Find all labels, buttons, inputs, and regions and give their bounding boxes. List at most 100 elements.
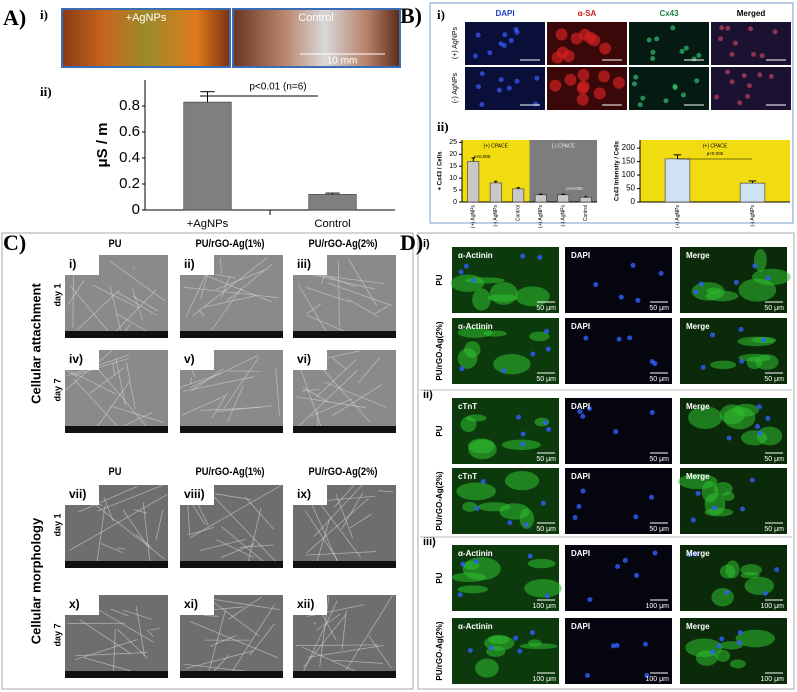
fiber — [239, 544, 274, 548]
cell — [725, 25, 731, 31]
nucleus — [740, 506, 746, 512]
y-tick-label: 100 — [622, 170, 636, 179]
fiber — [306, 303, 322, 315]
nucleus — [586, 406, 592, 412]
nucleus — [756, 404, 762, 410]
info-bar — [65, 426, 168, 433]
fiber — [132, 296, 159, 312]
row-label: PU/rGO-Ag(2%) — [435, 321, 444, 380]
plot-background — [529, 140, 597, 202]
nucleus — [761, 337, 767, 343]
row-label: day 1 — [52, 283, 62, 306]
signal — [688, 406, 723, 429]
cell — [599, 42, 612, 55]
cell — [479, 71, 485, 77]
column-label: PU/rGO-Ag(2%) — [309, 466, 378, 478]
fiber — [220, 543, 255, 558]
group-label: (+) CPACE — [703, 143, 728, 149]
cell — [672, 84, 678, 90]
nucleus — [618, 294, 624, 300]
column-label: Merged — [737, 9, 766, 18]
fiber — [64, 350, 113, 391]
fiber — [319, 596, 330, 667]
fiber — [221, 526, 267, 565]
fiber — [223, 356, 260, 409]
fiber — [77, 289, 120, 330]
cell — [479, 102, 485, 108]
nucleus — [463, 263, 469, 269]
nucleus — [749, 477, 755, 483]
bar — [489, 182, 502, 203]
bar — [579, 196, 592, 203]
numeral-box — [65, 485, 99, 505]
fiber — [305, 287, 351, 303]
cell — [498, 41, 504, 47]
fiber — [215, 273, 236, 279]
row-label: PU/rGO-Ag(2%) — [435, 621, 444, 680]
fiber — [95, 380, 131, 429]
fiber — [214, 493, 251, 501]
nucleus — [710, 332, 716, 338]
nucleus — [576, 503, 582, 509]
signal — [735, 629, 776, 648]
fiber — [323, 381, 387, 408]
nucleus — [544, 328, 550, 334]
bar — [664, 158, 691, 203]
fiber — [116, 547, 126, 550]
info-bar — [65, 331, 168, 338]
fiber — [186, 650, 254, 669]
cell — [729, 51, 735, 57]
y-tick-label: 50 — [626, 184, 635, 193]
fiber — [134, 509, 148, 514]
nucleus — [615, 563, 621, 569]
nucleus — [540, 500, 546, 506]
cell — [598, 70, 611, 83]
fiber — [318, 274, 385, 284]
fiber — [96, 505, 106, 562]
column-label: Cx43 — [659, 9, 679, 18]
numeral: xi) — [184, 597, 198, 611]
fiber — [338, 262, 340, 327]
fiber — [347, 298, 379, 318]
nucleus — [527, 553, 533, 559]
cell — [549, 79, 562, 92]
cell — [748, 26, 754, 32]
y-axis-label: + Cx43 / Cells — [438, 151, 444, 191]
numeral: viii) — [184, 487, 205, 501]
fiber — [335, 494, 354, 539]
annotation: p<0.01 (n=6) — [249, 82, 306, 93]
signal — [493, 353, 531, 375]
column-label: DAPI — [495, 9, 514, 18]
signal — [457, 585, 489, 594]
signal — [515, 286, 550, 307]
scale-text: 50 μm — [764, 526, 784, 533]
cell — [745, 93, 751, 99]
nucleus — [649, 494, 655, 500]
cell — [578, 28, 591, 41]
fiber — [183, 663, 256, 673]
nucleus — [584, 672, 590, 678]
row-label: (+) AgNPs — [452, 26, 459, 59]
fiber — [316, 613, 341, 631]
fiber — [190, 355, 259, 388]
fiber — [305, 551, 377, 556]
info-bar — [65, 561, 168, 568]
nucleus — [695, 490, 701, 496]
stain-label: DAPI — [571, 472, 590, 481]
nucleus — [474, 505, 480, 511]
photo-label: +AgNPs — [126, 12, 167, 24]
nucleus — [710, 649, 716, 655]
fiber — [73, 357, 129, 376]
stain-label: DAPI — [571, 251, 590, 260]
cell — [475, 84, 481, 90]
cell — [640, 95, 646, 101]
row-label: PU — [435, 572, 444, 583]
cell — [737, 100, 743, 106]
fiber — [248, 508, 262, 562]
fiber — [135, 534, 152, 548]
numeral-box — [293, 485, 327, 505]
cell — [654, 36, 660, 42]
signal — [457, 348, 478, 369]
fiber — [149, 628, 161, 631]
photo — [61, 8, 231, 68]
